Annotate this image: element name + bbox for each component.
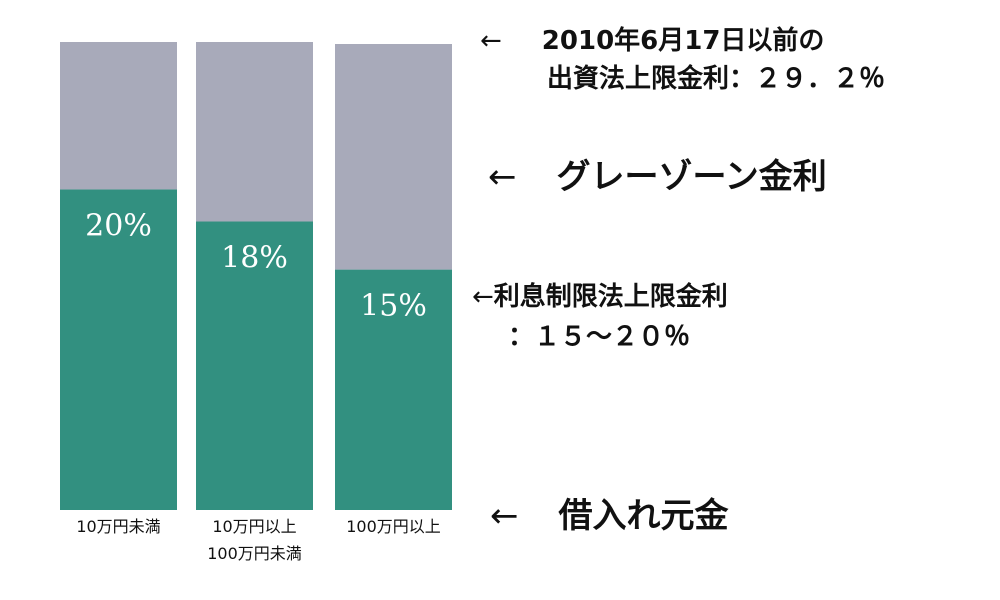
gray-zone-annotation: ← グレーゾーン金利 — [488, 157, 827, 197]
labels-group: 20% 10万円未満 18% 10万円以上 100万円未満 15% 100万円以上 — [76, 208, 440, 563]
top-cap-line2: 出資法上限金利：２９．２％ — [547, 64, 886, 94]
bars-group — [60, 42, 452, 511]
category-label-2-0: 100万円以上 — [346, 517, 441, 536]
category-label-1-1: 100万円未満 — [207, 544, 302, 563]
bar-value-label-1: 18% — [221, 241, 288, 276]
category-label-1-0: 10万円以上 — [212, 517, 296, 536]
bar-gray-zone-1 — [196, 42, 313, 222]
principal-label: 借入れ元金 — [558, 496, 729, 536]
bar-gray-zone-0 — [60, 42, 177, 190]
bar-principal-limit-1 — [196, 221, 313, 511]
top-cap-annotation: ← 2010年6月17日以前の 出資法上限金利：２９．２％ — [480, 22, 885, 98]
interest-limit-arrow-icon: ← — [472, 282, 494, 312]
top-cap-arrow-icon: ← — [480, 26, 502, 56]
interest-limit-line2: ：１５～２０％ — [508, 322, 691, 352]
bar-value-label-0: 20% — [85, 208, 152, 243]
interest-limit-line1: 利息制限法上限金利 — [493, 282, 728, 312]
interest-limit-annotation: ←利息制限法上限金利 ：１５～２０％ — [472, 277, 728, 357]
principal-annotation: ← 借入れ元金 — [490, 496, 729, 536]
principal-arrow-icon: ← — [490, 496, 519, 536]
category-label-0-0: 10万円未満 — [76, 517, 160, 536]
bar-principal-limit-0 — [60, 189, 177, 510]
bar-principal-limit-2 — [335, 269, 452, 510]
gray-zone-label: グレーゾーン金利 — [556, 157, 827, 197]
gray-zone-arrow-icon: ← — [488, 157, 517, 197]
top-cap-line1: 2010年6月17日以前の — [541, 26, 825, 56]
bar-value-label-2: 15% — [360, 289, 427, 324]
bar-gray-zone-2 — [335, 44, 452, 270]
